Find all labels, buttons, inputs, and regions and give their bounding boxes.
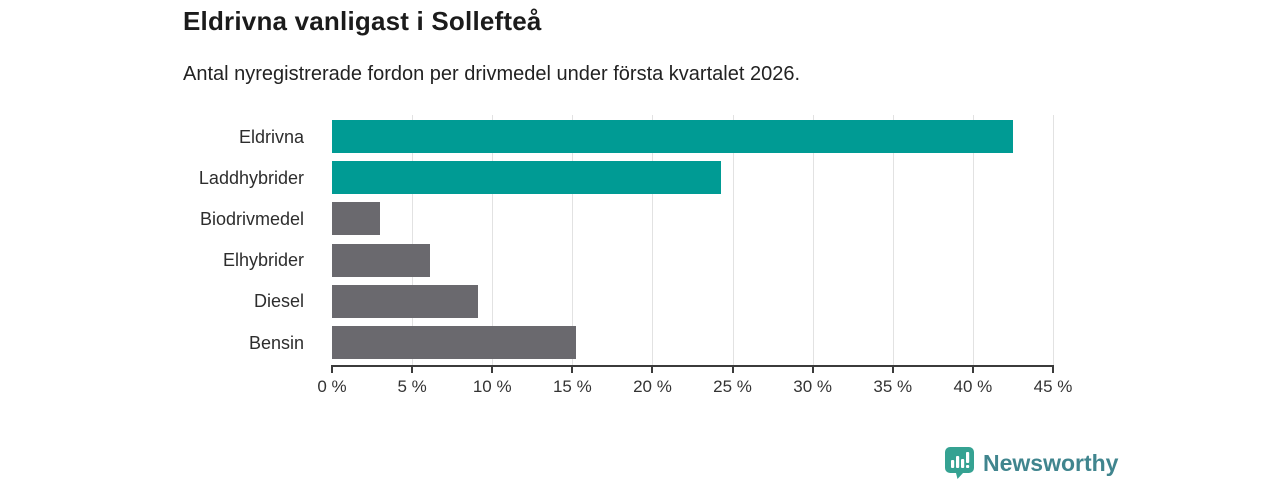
category-label-biodrivmedel: Biodrivmedel (199, 208, 304, 229)
newsworthy-logo-icon (944, 446, 975, 480)
axis-tick (731, 365, 734, 373)
bar-biodrivmedel (332, 202, 381, 236)
axis-tick-label: 15 % (552, 377, 592, 396)
bar-bensin (332, 326, 576, 359)
bar-diesel (332, 284, 478, 318)
category-label-diesel: Diesel (253, 291, 304, 312)
plot-area (332, 115, 1054, 366)
axis-tick-label: 10 % (472, 377, 512, 396)
axis-tick (811, 365, 814, 373)
axis-tick-label: 40 % (953, 377, 993, 396)
newsworthy-logo-text: Newsworthy (983, 449, 1119, 476)
axis-tick-label: 5 % (397, 377, 427, 396)
gridline (892, 115, 894, 366)
gridline (1053, 115, 1054, 366)
axis-tick (891, 365, 894, 373)
axis-tick-label: 0 % (317, 377, 347, 396)
chart-title: Eldrivna vanligast i Sollefteå (183, 6, 542, 36)
axis-tick-label: 30 % (793, 377, 833, 396)
category-label-laddhybrider: Laddhybrider (198, 167, 304, 188)
x-axis: 0 % 5 % 10 % 15 % 20 % 25 % 30 % 35 % 40 % 45 % (317, 365, 1072, 401)
newsworthy-logo[interactable]: Newsworthy (944, 446, 1118, 480)
axis-tick-label: 25 % (713, 377, 752, 396)
axis-tick-label: 20 % (633, 377, 672, 396)
axis-tick (971, 365, 974, 373)
x-axis-line (332, 365, 1054, 367)
bar-laddhybrider (332, 161, 722, 195)
axis-tick (651, 365, 654, 373)
category-label-eldrivna: Eldrivna (238, 126, 304, 147)
bar-eldrivna (332, 120, 1013, 153)
axis-tick-label: 45 % (1033, 377, 1073, 396)
gridline (572, 115, 574, 366)
bar-elhybrider (332, 243, 430, 277)
axis-tick (491, 365, 494, 373)
category-label-bensin: Bensin (248, 332, 304, 353)
gridline (972, 115, 974, 366)
chart-subtitle: Antal nyregistrerade fordon per drivmede… (183, 63, 801, 85)
gridline (652, 115, 654, 366)
gridline (732, 115, 734, 366)
gridline (492, 115, 494, 366)
axis-tick (411, 365, 414, 373)
axis-tick (1052, 365, 1054, 373)
gridline (412, 115, 414, 366)
gridline (812, 115, 814, 366)
category-axis-labels: Eldrivna Laddhybrider Biodrivmedel Elhybrid… (0, 118, 318, 366)
axis-tick (571, 365, 574, 373)
axis-tick (331, 365, 333, 373)
axis-tick-label: 35 % (873, 377, 913, 396)
category-label-elhybrider: Elhybrider (222, 250, 304, 271)
